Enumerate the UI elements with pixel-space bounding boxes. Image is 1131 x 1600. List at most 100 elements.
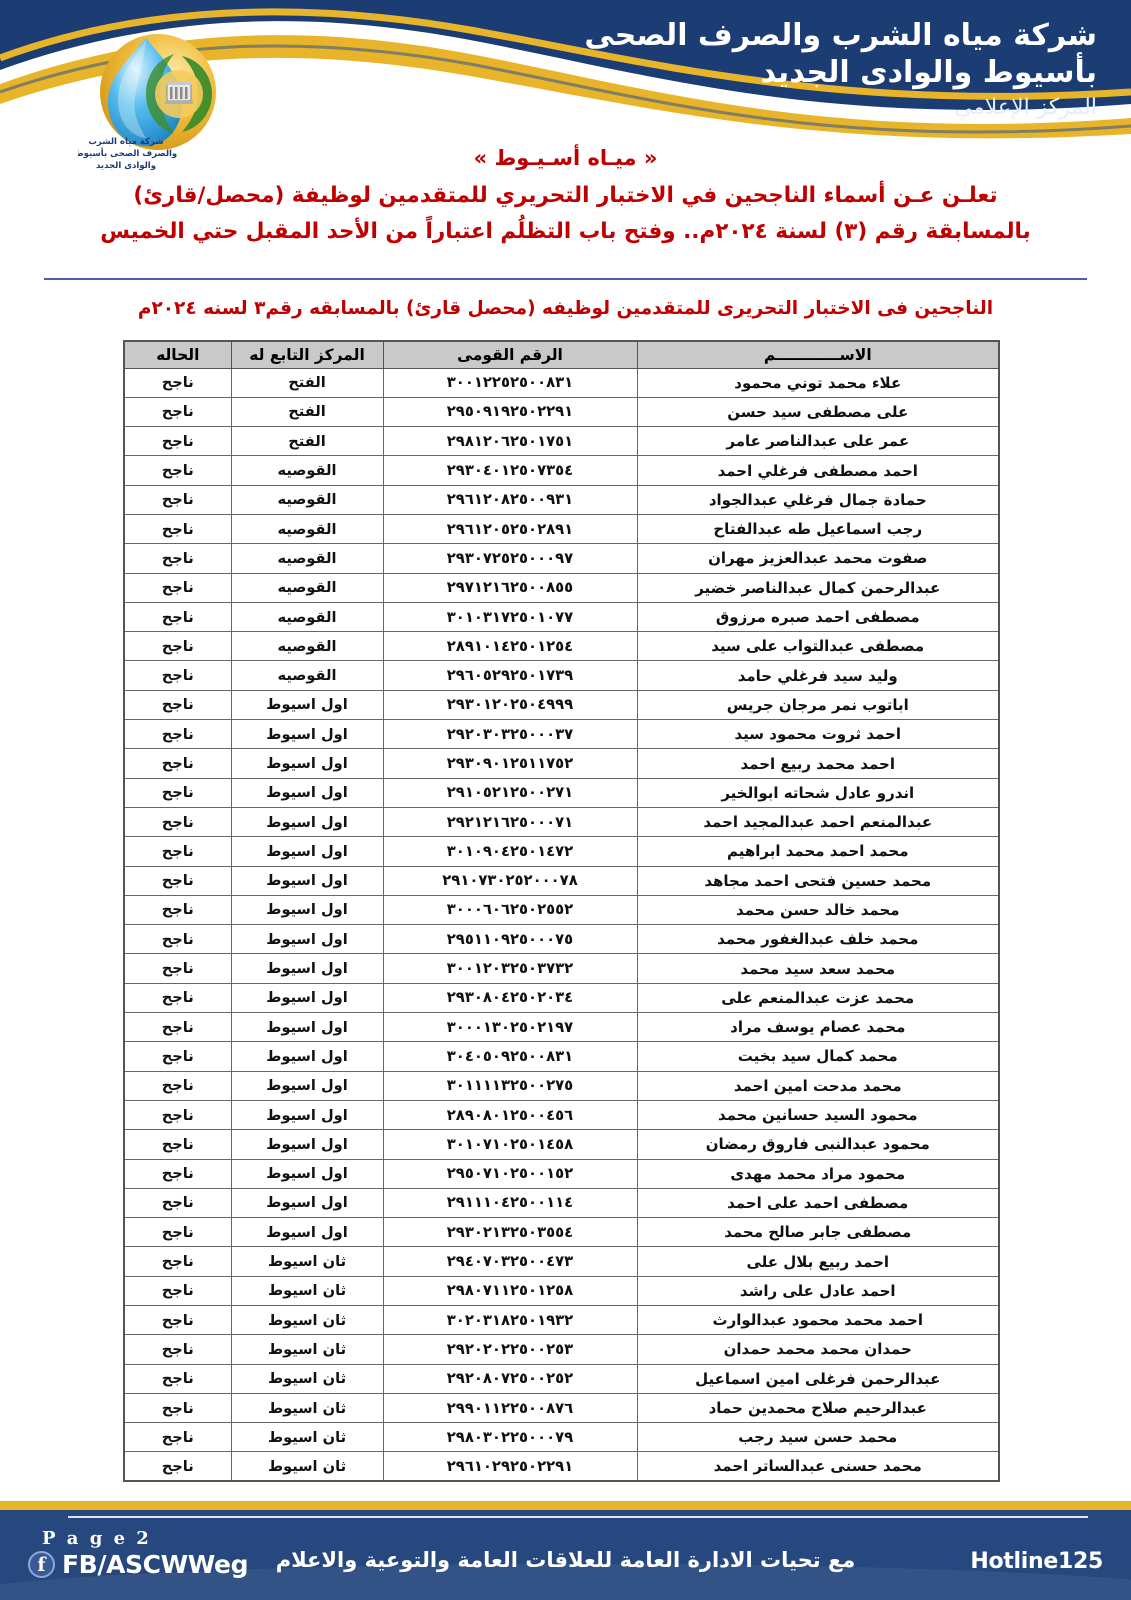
hotline-label: Hotline125 [970,1549,1103,1574]
cell-status: ناجح [123,1304,232,1336]
cell-national-id: ٢٩٢٠٨٠٧٢٥٠٠٢٥٢ [382,1363,638,1394]
cell-name: محمد احمد محمد ابراهيم [636,836,1000,867]
page-number-label: P a g e 2 [42,1528,152,1549]
cell-center: القوصيه [230,484,384,515]
cell-center: اول اسيوط [230,1187,384,1219]
cell-status: ناجح [123,806,232,838]
table-row: محمد حسنى عبدالساتر احمد ٢٩٦١٠٢٩٢٥٠٢٢٩١ ثا… [123,1451,1000,1482]
table-row: عمر على عبدالناصر عامر ٢٩٨١٢٠٦٢٥٠١٧٥١ الفت… [123,426,1000,457]
cell-center: اول اسيوط [230,1099,384,1131]
cell-national-id: ٣٠١٠٣١٧٢٥٠١٠٧٧ [382,601,638,633]
cell-status: ناجح [123,513,232,545]
cell-status: ناجح [123,777,232,808]
announcement-line-1: تعلـن عـن أسماء الناجحين في الاختبار الت… [133,183,998,208]
cell-national-id: ٢٩٥٠٩١٩٢٥٠٢٢٩١ [382,396,638,428]
cell-national-id: ٢٩٢٠٢٠٢٢٥٠٠٢٥٣ [382,1334,638,1365]
cell-center: اول اسيوط [230,1041,384,1072]
table-row: احمد محمد محمود عبدالوارث ٣٠٢٠٣١٨٢٥٠١٩٣٢ ث… [123,1304,1000,1336]
table-row: علاء محمد توني محمود ٣٠٠١٢٢٥٢٥٠٠٨٣١ الفتح ن… [123,367,1000,398]
table-row: مصطفى جابر صالح محمد ٢٩٣٠٢١٣٢٥٠٣٥٥٤ اول اس… [123,1217,1000,1248]
cell-center: اول اسيوط [230,894,384,926]
cell-status: ناجح [123,689,232,721]
cell-national-id: ٣٠١٠٩٠٤٢٥٠١٤٧٢ [382,836,638,867]
facebook-handle[interactable]: FB/ASCWWeg [62,1550,249,1579]
table-row: محمد عزت عبدالمنعم على ٢٩٣٠٨٠٤٢٥٠٢٠٣٤ اول … [123,982,1000,1014]
cell-national-id: ٣٠٢٠٣١٨٢٥٠١٩٣٢ [382,1304,638,1336]
cell-center: اول اسيوط [230,1129,384,1160]
cell-center: اول اسيوط [230,748,384,779]
table-row: احمد ربيع بلال على ٢٩٤٠٧٠٣٢٥٠٠٤٧٣ ثان اسيو… [123,1246,1000,1277]
cell-status: ناجح [123,982,232,1014]
cell-status: ناجح [123,719,232,750]
facebook-icon[interactable]: f [28,1551,55,1578]
cell-name: محمود السيد حسانين محمد [636,1099,1000,1131]
cell-name: اندرو عادل شحاته ابوالخير [636,777,1000,808]
cell-name: عبدالرحمن فرغلى امين اسماعيل [636,1363,1000,1394]
cell-national-id: ٣٠١٠٧١٠٢٥٠١٤٥٨ [382,1129,638,1160]
cell-name: محمد سعد سيد محمد [636,953,1000,984]
company-name-line1: شركة مياه الشرب والصرف الصحى [584,18,1097,53]
cell-status: ناجح [123,484,232,515]
cell-national-id: ٢٩٥١١٠٩٢٥٠٠٠٧٥ [382,924,638,955]
facebook-link[interactable]: f FB/ASCWWeg [28,1550,248,1579]
cell-national-id: ٢٩٢٠٣٠٣٢٥٠٠٠٣٧ [382,719,638,750]
cell-status: ناجح [123,1217,232,1248]
table-row: عبدالمنعم احمد عبدالمجيد احمد ٢٩٢١٢١٦٢٥٠٠… [123,806,1000,838]
cell-status: ناجح [123,865,232,896]
cell-center: ثان اسيوط [230,1451,384,1482]
cell-status: ناجح [123,953,232,984]
footer-gold-stripe [0,1501,1131,1510]
cell-national-id: ٢٩١٠٧٣٠٢٥٢٠٠٠٧٨ [382,865,638,896]
cell-name: احمد عادل على راشد [636,1275,1000,1307]
cell-name: احمد ثروت محمود سيد [636,719,1000,750]
svg-text:شركة مياه الشرب: شركة مياه الشرب [88,137,163,147]
cell-national-id: ٢٩٩٠١١٢٢٥٠٠٨٧٦ [382,1392,638,1424]
cell-name: رجب اسماعيل طه عبدالفتاح [636,513,1000,545]
cell-national-id: ٢٩٣٠٩٠١٢٥١١٧٥٢ [382,748,638,779]
table-row: حمادة جمال فرغلي عبدالجواد ٢٩٦١٢٠٨٢٥٠٠٩٣١… [123,484,1000,515]
cell-national-id: ٢٨٩٠٨٠١٢٥٠٠٤٥٦ [382,1099,638,1131]
cell-center: القوصيه [230,660,384,691]
cell-center: القوصيه [230,631,384,662]
cell-national-id: ٣٠٠٠٦٠٦٢٥٠٢٥٥٢ [382,894,638,926]
cell-name: مصطفى جابر صالح محمد [636,1217,1000,1248]
cell-name: محمود عبدالنبى فاروق رمضان [636,1129,1000,1160]
cell-status: ناجح [123,1158,232,1189]
column-header-national-id: الرقم القومى [382,340,638,369]
header-banner: شركة مياه الشرب والصرف الصحى بأسيوط والو… [0,0,1131,152]
cell-center: اول اسيوط [230,1070,384,1101]
table-row: محمد مدحت امين احمد ٣٠١١١١٣٢٥٠٠٢٧٥ اول اسي… [123,1070,1000,1101]
cell-name: محمود مراد محمد مهدى [636,1158,1000,1189]
cell-status: ناجح [123,1041,232,1072]
cell-name: احمد محمد محمود عبدالوارث [636,1304,1000,1336]
cell-center: ثان اسيوط [230,1422,384,1453]
cell-center: اول اسيوط [230,982,384,1014]
cell-national-id: ٢٩٣٠٨٠٤٢٥٠٢٠٣٤ [382,982,638,1014]
cell-status: ناجح [123,836,232,867]
cell-center: القوصيه [230,455,384,486]
cell-status: ناجح [123,1363,232,1394]
table-row: محمد عصام يوسف مراد ٣٠٠٠١٣٠٢٥٠٢١٩٧ اول اسي… [123,1012,1000,1043]
cell-status: ناجح [123,894,232,926]
cell-center: اول اسيوط [230,806,384,838]
footer-greeting-text: مع تحيات الادارة العامة للعلاقات العامة … [275,1548,856,1572]
cell-name: محمد حسن سيد رجب [636,1422,1000,1453]
table-row: محمد خالد حسن محمد ٣٠٠٠٦٠٦٢٥٠٢٥٥٢ اول اسيو… [123,894,1000,926]
cell-name: عبدالرحمن كمال عبدالناصر خضير [636,572,1000,603]
cell-status: ناجح [123,1246,232,1277]
cell-name: محمد كمال سيد بخيت [636,1041,1000,1072]
cell-national-id: ٢٩٤٠٧٠٣٢٥٠٠٤٧٣ [382,1246,638,1277]
table-caption: الناجحين فى الاختبار التحريرى للمتقدمين … [137,298,994,319]
cell-center: اول اسيوط [230,865,384,896]
cell-center: اول اسيوط [230,1158,384,1189]
table-row: وليد سيد فرغلي حامد ٢٩٦٠٥٢٩٢٥٠١٧٣٩ القوصيه… [123,660,1000,691]
cell-status: ناجح [123,1070,232,1101]
table-row: احمد ثروت محمود سيد ٢٩٢٠٣٠٣٢٥٠٠٠٣٧ اول اسي… [123,719,1000,750]
cell-center: ثان اسيوط [230,1363,384,1394]
table-row: صفوت محمد عبدالعزيز مهران ٢٩٣٠٧٢٥٢٥٠٠٠٩٧ ا… [123,543,1000,574]
column-header-status: الحاله [123,340,232,369]
table-row: محمد سعد سيد محمد ٣٠٠١٢٠٣٢٥٠٣٧٣٢ اول اسيوط… [123,953,1000,984]
table-row: احمد مصطفى فرغلي احمد ٢٩٣٠٤٠١٢٥٠٧٣٥٤ القوص… [123,455,1000,486]
cell-status: ناجح [123,455,232,486]
cell-center: الفتح [230,426,384,457]
